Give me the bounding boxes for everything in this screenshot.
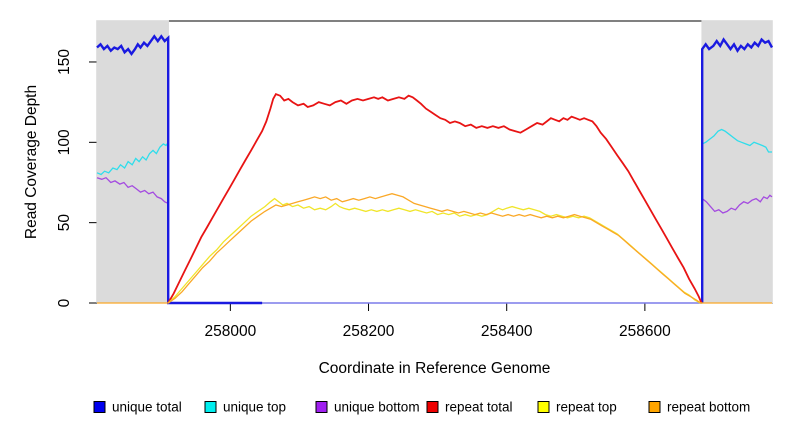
x-axis-title: Coordinate in Reference Genome <box>319 360 551 377</box>
x-tick-label: 258400 <box>481 323 533 340</box>
y-axis-title: Read Coverage Depth <box>23 85 40 239</box>
series-unique-bottom <box>96 176 169 303</box>
y-tick-label: 100 <box>56 129 73 155</box>
legend-swatch-unique-top <box>204 401 217 413</box>
legend-label-repeat-total: repeat total <box>445 400 513 415</box>
legend-label-unique-bottom: unique bottom <box>334 400 420 415</box>
legend-label-repeat-top: repeat top <box>556 400 617 415</box>
series-unique-bottom <box>701 194 773 303</box>
series-unique-top <box>96 140 169 303</box>
y-tick-label: 150 <box>56 49 73 75</box>
y-tick-label: 50 <box>56 214 73 232</box>
series-unique-top <box>701 128 772 303</box>
series-unique-total <box>701 37 774 303</box>
shaded-region <box>96 20 169 303</box>
plot-box <box>96 20 773 304</box>
plot-area: 258000 258200 258400 258600 0 50 100 150 <box>56 20 774 340</box>
series-unique-total <box>96 34 263 305</box>
series-repeat-top <box>167 197 703 304</box>
series-repeat-total <box>167 92 703 304</box>
y-tick-label: 0 <box>56 298 73 307</box>
x-tick-label: 258000 <box>204 323 256 340</box>
legend-swatch-repeat-total <box>426 401 439 413</box>
x-tick-label: 258200 <box>343 323 395 340</box>
legend-label-unique-total: unique total <box>112 400 182 415</box>
legend-label-repeat-bottom: repeat bottom <box>667 400 750 415</box>
x-tick-label: 258600 <box>619 323 671 340</box>
shaded-region <box>701 20 773 303</box>
legend-swatch-repeat-top <box>537 401 550 413</box>
legend: unique total unique top unique bottom repea… <box>93 400 750 415</box>
legend-label-unique-top: unique top <box>223 400 286 415</box>
legend-swatch-unique-bottom <box>315 401 328 413</box>
legend-swatch-repeat-bottom <box>648 401 661 413</box>
series-repeat-bottom <box>97 193 772 304</box>
legend-swatch-unique-total <box>93 401 106 413</box>
